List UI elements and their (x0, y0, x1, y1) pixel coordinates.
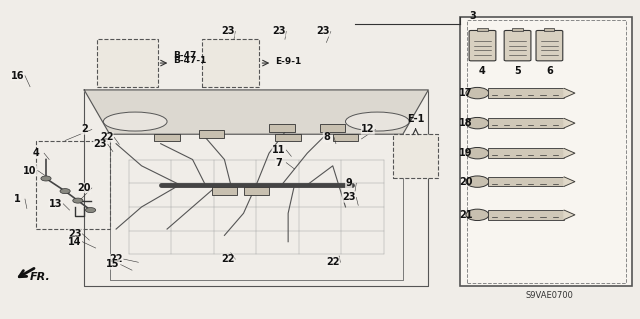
Bar (320, 124, 346, 132)
Text: 4: 4 (33, 148, 40, 158)
Circle shape (60, 189, 70, 194)
Text: 4: 4 (479, 66, 486, 76)
FancyBboxPatch shape (469, 31, 496, 61)
Polygon shape (564, 118, 575, 128)
Bar (154, 134, 180, 141)
Text: 22: 22 (100, 132, 113, 142)
Bar (544, 28, 554, 32)
Bar (488, 88, 564, 98)
Text: 15: 15 (106, 259, 120, 270)
Text: 14: 14 (68, 237, 81, 247)
Text: 9: 9 (346, 178, 352, 188)
Bar (513, 28, 523, 32)
Bar (488, 148, 564, 158)
Text: 16: 16 (11, 71, 24, 81)
Circle shape (466, 87, 489, 99)
Circle shape (466, 117, 489, 129)
Text: 3: 3 (470, 11, 477, 21)
Circle shape (466, 209, 489, 220)
Bar (199, 130, 225, 138)
Text: 23: 23 (342, 192, 355, 203)
Text: 20: 20 (77, 183, 91, 193)
Text: 2: 2 (81, 124, 88, 135)
Text: 23: 23 (68, 229, 81, 239)
Text: 6: 6 (546, 66, 553, 76)
Circle shape (86, 208, 96, 213)
Text: 22: 22 (326, 257, 339, 267)
Ellipse shape (346, 112, 409, 131)
Bar (212, 187, 237, 195)
Text: 19: 19 (460, 148, 473, 158)
Polygon shape (84, 90, 428, 134)
Text: 23: 23 (93, 139, 107, 149)
Bar (333, 134, 358, 141)
Text: 20: 20 (460, 177, 473, 187)
Bar (477, 28, 488, 32)
Text: 23: 23 (316, 26, 330, 36)
Bar (269, 124, 294, 132)
Text: 17: 17 (460, 88, 473, 98)
Text: S9VAE0700: S9VAE0700 (525, 291, 573, 300)
Text: 12: 12 (361, 124, 374, 135)
Text: 5: 5 (514, 66, 521, 76)
Bar (488, 118, 564, 128)
FancyBboxPatch shape (504, 31, 531, 61)
Circle shape (466, 147, 489, 159)
Text: 10: 10 (23, 166, 37, 175)
Circle shape (41, 176, 51, 181)
Bar (394, 134, 438, 178)
Bar (460, 17, 632, 286)
Text: 22: 22 (221, 254, 234, 264)
Polygon shape (564, 177, 575, 186)
Text: 1: 1 (14, 194, 20, 204)
Text: 21: 21 (460, 210, 473, 220)
Circle shape (466, 176, 489, 187)
Ellipse shape (103, 112, 167, 131)
Text: FR.: FR. (30, 272, 51, 282)
Bar (97, 39, 157, 87)
Text: 7: 7 (275, 158, 282, 168)
Text: B-47-1: B-47-1 (173, 56, 207, 65)
FancyBboxPatch shape (536, 31, 563, 61)
Bar (488, 210, 564, 219)
Bar (36, 141, 109, 229)
Circle shape (73, 198, 83, 203)
Bar (244, 187, 269, 195)
Polygon shape (564, 88, 575, 98)
Polygon shape (564, 210, 575, 219)
Text: B-47: B-47 (173, 51, 197, 60)
Bar (467, 20, 626, 283)
Polygon shape (564, 148, 575, 158)
Text: 23: 23 (221, 26, 234, 36)
Text: 18: 18 (460, 118, 473, 128)
Bar (488, 177, 564, 186)
Bar (202, 39, 259, 87)
Text: E-9-1: E-9-1 (275, 57, 301, 66)
Text: 23: 23 (272, 26, 285, 36)
Text: E-1: E-1 (407, 114, 424, 124)
Text: 22: 22 (109, 254, 123, 264)
Text: 13: 13 (49, 199, 62, 209)
Text: 8: 8 (323, 132, 330, 142)
Bar (275, 134, 301, 141)
Text: 11: 11 (272, 145, 285, 155)
